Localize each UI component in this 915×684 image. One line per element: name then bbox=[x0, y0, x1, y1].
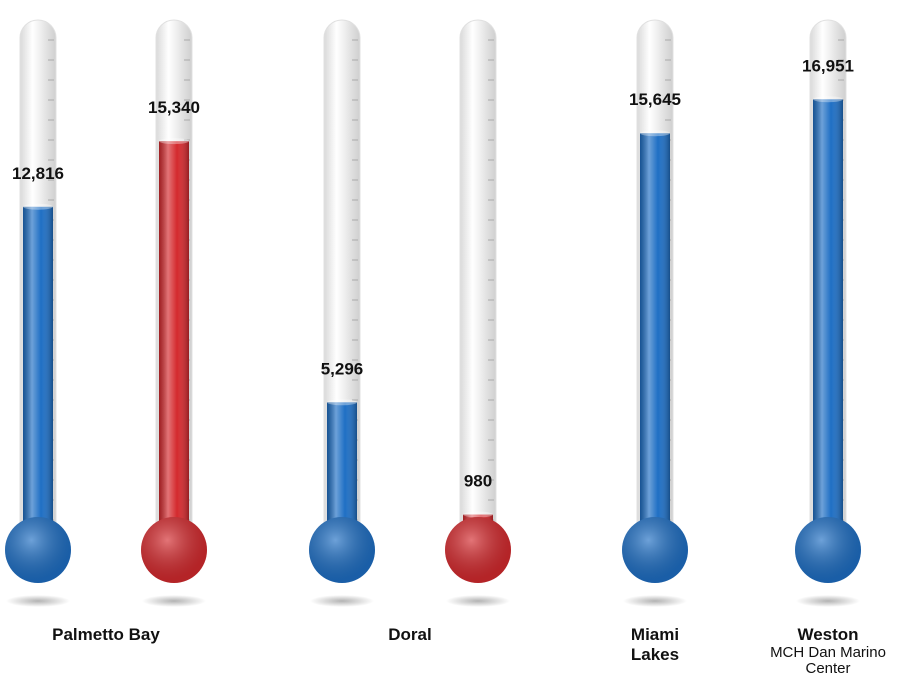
bulb-shadow bbox=[796, 595, 860, 607]
bulb-shine bbox=[141, 517, 207, 583]
category-label: Weston bbox=[797, 625, 859, 644]
value-label: 12,816 bbox=[12, 164, 64, 183]
bulb-shine bbox=[622, 517, 688, 583]
category-label: Palmetto Bay bbox=[52, 625, 160, 644]
bulb-shadow bbox=[6, 595, 70, 607]
fill-shine bbox=[813, 99, 843, 561]
value-label: 980 bbox=[464, 472, 492, 491]
fill-top bbox=[327, 399, 357, 406]
category-label: Miami Lakes bbox=[630, 625, 680, 664]
bulb-shine bbox=[795, 517, 861, 583]
category-label: Doral bbox=[388, 625, 432, 644]
fill-top bbox=[640, 130, 670, 137]
fill-top bbox=[813, 96, 843, 103]
fill-top bbox=[23, 203, 53, 210]
fill-shine bbox=[159, 141, 189, 560]
value-label: 16,951 bbox=[802, 56, 854, 75]
fill-top bbox=[463, 511, 493, 518]
value-label: 15,340 bbox=[148, 98, 200, 117]
value-label: 15,645 bbox=[629, 90, 681, 109]
bulb-shadow bbox=[142, 595, 206, 607]
fill-shine bbox=[23, 206, 53, 560]
bulb-shine bbox=[309, 517, 375, 583]
value-label: 5,296 bbox=[321, 359, 364, 378]
bulb-shine bbox=[5, 517, 71, 583]
bulb-shadow bbox=[623, 595, 687, 607]
bulb-shadow bbox=[446, 595, 510, 607]
category-note: MCH Dan Marino Center bbox=[770, 644, 886, 677]
fill-top bbox=[159, 138, 189, 145]
bulb-shadow bbox=[310, 595, 374, 607]
bulb-shine bbox=[445, 517, 511, 583]
fill-shine bbox=[640, 133, 670, 561]
